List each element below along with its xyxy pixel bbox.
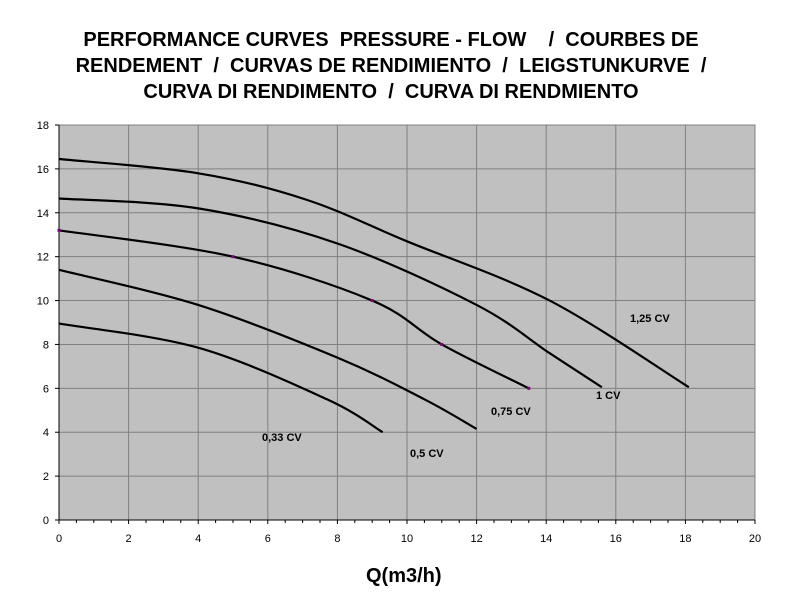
x-tick-label: 8 (334, 533, 340, 545)
x-tick-label: 16 (610, 533, 622, 545)
data-point (527, 386, 531, 390)
y-tick-label: 10 (37, 296, 49, 308)
y-tick-label: 16 (37, 164, 49, 176)
chart-title-line: PERFORMANCE CURVES PRESSURE - FLOW / COU… (83, 29, 699, 51)
x-tick-label: 4 (195, 533, 201, 545)
y-tick-label: 8 (43, 339, 49, 351)
series-label: 1 CV (596, 390, 621, 402)
y-tick-label: 18 (37, 120, 49, 132)
y-tick-label: 4 (43, 427, 49, 439)
y-tick-label: 6 (43, 383, 49, 395)
data-point (231, 255, 235, 259)
series-label: 0,33 CV (262, 432, 302, 444)
series-label: 0,5 CV (410, 448, 444, 460)
x-tick-label: 20 (749, 533, 761, 545)
x-tick-label: 6 (265, 533, 271, 545)
series-label: 1,25 CV (630, 313, 670, 325)
x-tick-label: 18 (679, 533, 691, 545)
y-tick-label: 0 (43, 515, 49, 527)
x-tick-label: 0 (56, 533, 62, 545)
data-point (440, 342, 444, 346)
series-line (58, 322, 384, 434)
y-tick-label: 12 (37, 252, 49, 264)
x-axis-label: Q(m3/h) (366, 565, 442, 587)
y-tick-label: 14 (37, 208, 49, 220)
chart-title-line: CURVA DI RENDIMENTO / CURVA DI RENDMIENT… (143, 81, 639, 103)
x-tick-label: 2 (126, 533, 132, 545)
x-tick-label: 14 (540, 533, 552, 545)
series-line (58, 197, 603, 389)
data-point (370, 299, 374, 303)
series-line (58, 268, 478, 430)
chart-title-line: RENDEMENT / CURVAS DE RENDIMIENTO / LEIG… (75, 55, 707, 77)
x-tick-label: 10 (401, 533, 413, 545)
series-line (58, 157, 690, 389)
x-tick-label: 12 (470, 533, 482, 545)
series-label: 0,75 CV (491, 406, 531, 418)
y-tick-label: 2 (43, 471, 49, 483)
chart-title: PERFORMANCE CURVES PRESSURE - FLOW / COU… (0, 27, 782, 105)
series-line (58, 229, 530, 390)
data-point (57, 228, 61, 232)
